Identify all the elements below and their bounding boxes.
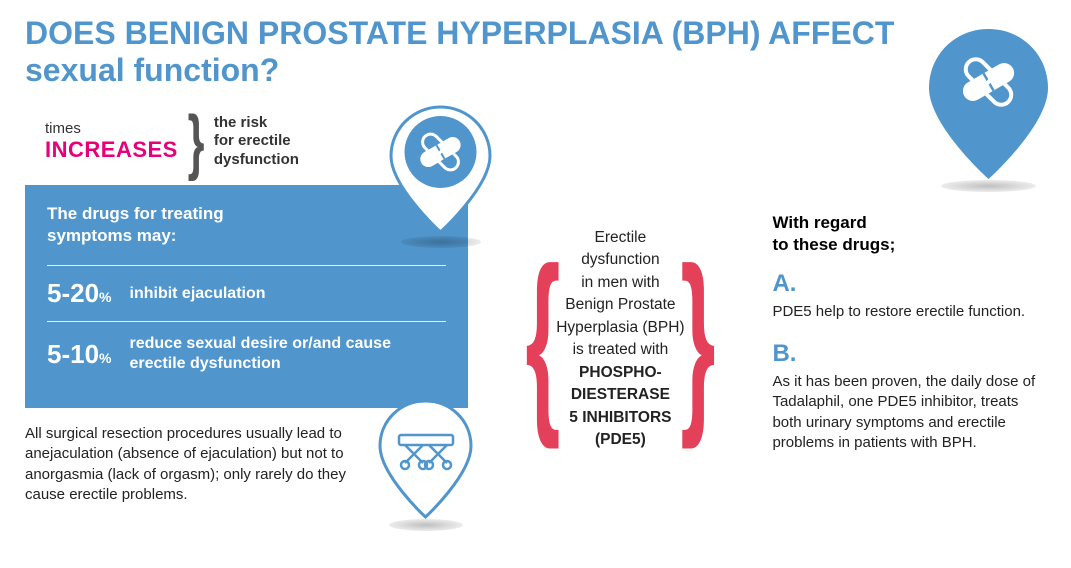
item-b-text: As it has been proven, the daily dose of… [772,372,1046,453]
stretcher-pin-icon [373,397,478,525]
risk-times: times [45,120,178,137]
brace-icon: } [187,124,204,160]
pct-2: 5-10% [47,339,112,370]
drug-text-1: inhibit ejaculation [130,284,266,304]
middle-column: { Erectile dysfunction in men with Benig… [488,114,752,505]
title-line-1: DOES BENIGN PROSTATE HYPERPLASIA (BPH) A… [25,15,1046,52]
item-a: A. PDE5 help to restore erectile functio… [772,270,1046,322]
letter-b: B. [772,340,1046,368]
big-pills-pin-icon [921,24,1056,194]
page-title: DOES BENIGN PROSTATE HYPERPLASIA (BPH) A… [25,15,1046,89]
letter-a: A. [772,270,1046,298]
risk-left: times INCREASES [45,120,178,163]
risk-increases: INCREASES [45,137,178,163]
drug-text-2: reduce sexual desire or/and cause erecti… [130,334,447,374]
surgical-note: All surgical resection procedures usuall… [25,424,385,505]
title-line-2: sexual function? [25,52,1046,89]
treatment-text: Erectile dysfunction in men with Benign … [556,227,684,452]
drug-row-1: 5-20% inhibit ejaculation [47,265,446,321]
item-a-text: PDE5 help to restore erectile function. [772,302,1046,322]
left-column: times INCREASES } the risk for erectile … [25,114,468,505]
pct-1: 5-20% [47,278,112,309]
drugs-regard-header: With regard to these drugs; [772,212,1046,256]
right-column: With regard to these drugs; A. PDE5 help… [772,114,1046,505]
right-brace-icon: } [680,254,715,424]
risk-text: the risk for erectile dysfunction [214,114,299,170]
left-brace-icon: { [526,254,561,424]
red-braces: { Erectile dysfunction in men with Benig… [542,227,698,452]
pills-pin-icon [383,102,498,242]
item-b: B. As it has been proven, the daily dose… [772,340,1046,453]
main-columns: times INCREASES } the risk for erectile … [25,114,1046,505]
drug-row-2: 5-10% reduce sexual desire or/and cause … [47,321,446,386]
